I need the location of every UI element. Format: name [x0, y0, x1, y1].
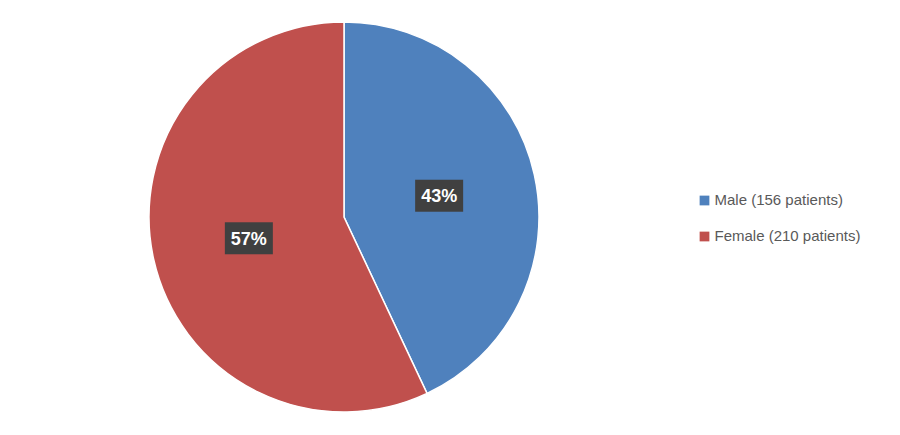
- svg-text:Male (156 patients): Male (156 patients): [715, 191, 843, 208]
- svg-text:Female (210 patients): Female (210 patients): [715, 227, 861, 244]
- svg-text:57%: 57%: [231, 229, 267, 249]
- svg-text:43%: 43%: [421, 186, 457, 206]
